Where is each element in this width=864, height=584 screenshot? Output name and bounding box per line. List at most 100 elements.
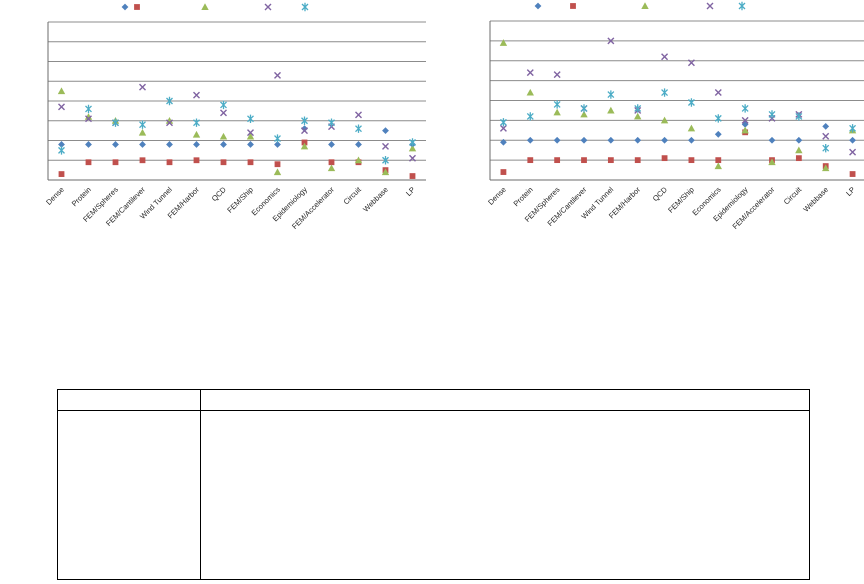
scatter-point-asterisk (58, 146, 65, 155)
scatter-point-x (193, 91, 200, 99)
scatter-point-diamond (607, 136, 615, 144)
scatter-point-asterisk (822, 143, 830, 153)
scatter-point-triangle (192, 130, 201, 138)
scatter-point-asterisk (553, 100, 561, 109)
scatter-point-x (301, 127, 308, 135)
scatter-point-square (112, 159, 119, 166)
scatter-point-asterisk (409, 138, 416, 147)
scatter-point-triangle (580, 110, 588, 118)
scatter-point-x (553, 71, 561, 79)
scatter-point-x (849, 148, 857, 156)
scatter-point-x (741, 116, 749, 124)
scatter-point-asterisk (795, 112, 803, 121)
scatter-point-x (714, 89, 722, 97)
scatter-point-square (166, 159, 173, 166)
legend-marker-x (706, 2, 714, 10)
scatter-point-x (58, 103, 65, 111)
scatter-point-triangle (408, 144, 417, 152)
x-axis-label: Webbase (801, 185, 830, 214)
scatter-point-triangle (165, 117, 174, 124)
scatter-point-x (274, 71, 281, 79)
scatter-point-diamond (166, 141, 173, 148)
scatter-point-square (554, 157, 561, 164)
scatter-point-asterisk (139, 120, 146, 129)
x-axis-label: Circuit (342, 184, 364, 206)
scatter-point-square (139, 157, 146, 164)
scatter-point-diamond (768, 136, 776, 144)
scatter-point-diamond (526, 136, 534, 144)
scatter-point-asterisk (741, 104, 749, 113)
scatter-point-diamond (500, 138, 507, 146)
scatter-point-square (301, 139, 308, 146)
legend-marker-square (570, 3, 576, 9)
scatter-chart-left: Dense Protein FEM/Spheres FEM/Cantilever Win… (44, 0, 432, 250)
scatter-point-square (715, 157, 722, 164)
table-header-cell-1 (58, 390, 201, 411)
scatter-point-asterisk (580, 104, 588, 113)
scatter-point-x (687, 59, 695, 67)
scatter-point-asterisk (274, 134, 281, 143)
scatter-point-asterisk (382, 156, 389, 165)
scatter-point-asterisk (768, 110, 776, 119)
scatter-point-x (355, 111, 362, 119)
scatter-point-diamond (661, 136, 668, 144)
scatter-point-asterisk (661, 88, 669, 97)
scatter-point-square (688, 157, 695, 164)
scatter-point-x (499, 124, 507, 132)
scatter-point-x (526, 69, 534, 77)
scatter-point-asterisk (499, 118, 507, 127)
scatter-chart-right: Dense Protein FEM/Spheres FEM/Cantilever Win… (486, 0, 864, 250)
x-axis-label: Webbase (361, 185, 390, 214)
legend-marker-triangle (201, 3, 209, 10)
scatter-point-asterisk (634, 104, 642, 113)
scatter-point-x (247, 129, 254, 137)
scatter-point-square (274, 161, 281, 168)
bottom-table (57, 389, 810, 580)
scatter-point-triangle (634, 112, 642, 120)
scatter-point-square (581, 157, 587, 164)
scatter-point-x (220, 109, 227, 117)
scatter-point-square (661, 155, 668, 162)
scatter-point-diamond (714, 130, 722, 138)
scatter-point-asterisk (607, 90, 615, 99)
scatter-point-diamond (220, 141, 227, 148)
legend-marker-x (264, 3, 272, 11)
scatter-point-square (500, 169, 507, 175)
x-axis-label: Protein (512, 185, 535, 208)
x-axis-label: Dense (44, 185, 66, 207)
scatter-point-triangle (822, 164, 830, 172)
scatter-point-square (58, 171, 65, 177)
chart-right-svg: Dense ProteinFEM/SpheresFEM/CantileverWin… (486, 1, 864, 231)
legend-marker-diamond (534, 2, 542, 10)
legend-marker-diamond (121, 3, 129, 11)
scatter-point-asterisk (526, 112, 534, 121)
scatter-point-asterisk (166, 96, 173, 106)
scatter-point-diamond (795, 136, 803, 144)
scatter-point-square (220, 159, 227, 166)
table-header-cell-2 (201, 390, 809, 411)
scatter-point-triangle (741, 126, 749, 134)
scatter-point-triangle (354, 156, 363, 164)
scatter-point-square (607, 157, 614, 164)
scatter-point-x (382, 142, 389, 150)
x-axis-label: LP (844, 185, 857, 198)
scatter-point-square (795, 155, 802, 162)
x-axis-label: LP (404, 185, 417, 198)
scatter-point-x (607, 37, 615, 45)
scatter-point-diamond (355, 141, 362, 148)
legend-marker-asterisk (738, 1, 746, 11)
scatter-point-triangle (768, 158, 776, 166)
scatter-point-triangle (57, 87, 66, 95)
scatter-point-x (409, 154, 416, 162)
scatter-point-asterisk (687, 98, 695, 107)
scatter-point-triangle (273, 168, 282, 176)
scatter-point-diamond (139, 141, 146, 148)
scatter-point-square (849, 171, 856, 177)
scatter-point-diamond (112, 141, 119, 148)
scatter-point-asterisk (247, 114, 254, 123)
scatter-point-diamond (58, 141, 65, 148)
scatter-point-triangle (327, 164, 336, 172)
scatter-point-triangle (138, 128, 147, 136)
scatter-point-x (139, 83, 146, 91)
scatter-point-x (85, 115, 92, 123)
